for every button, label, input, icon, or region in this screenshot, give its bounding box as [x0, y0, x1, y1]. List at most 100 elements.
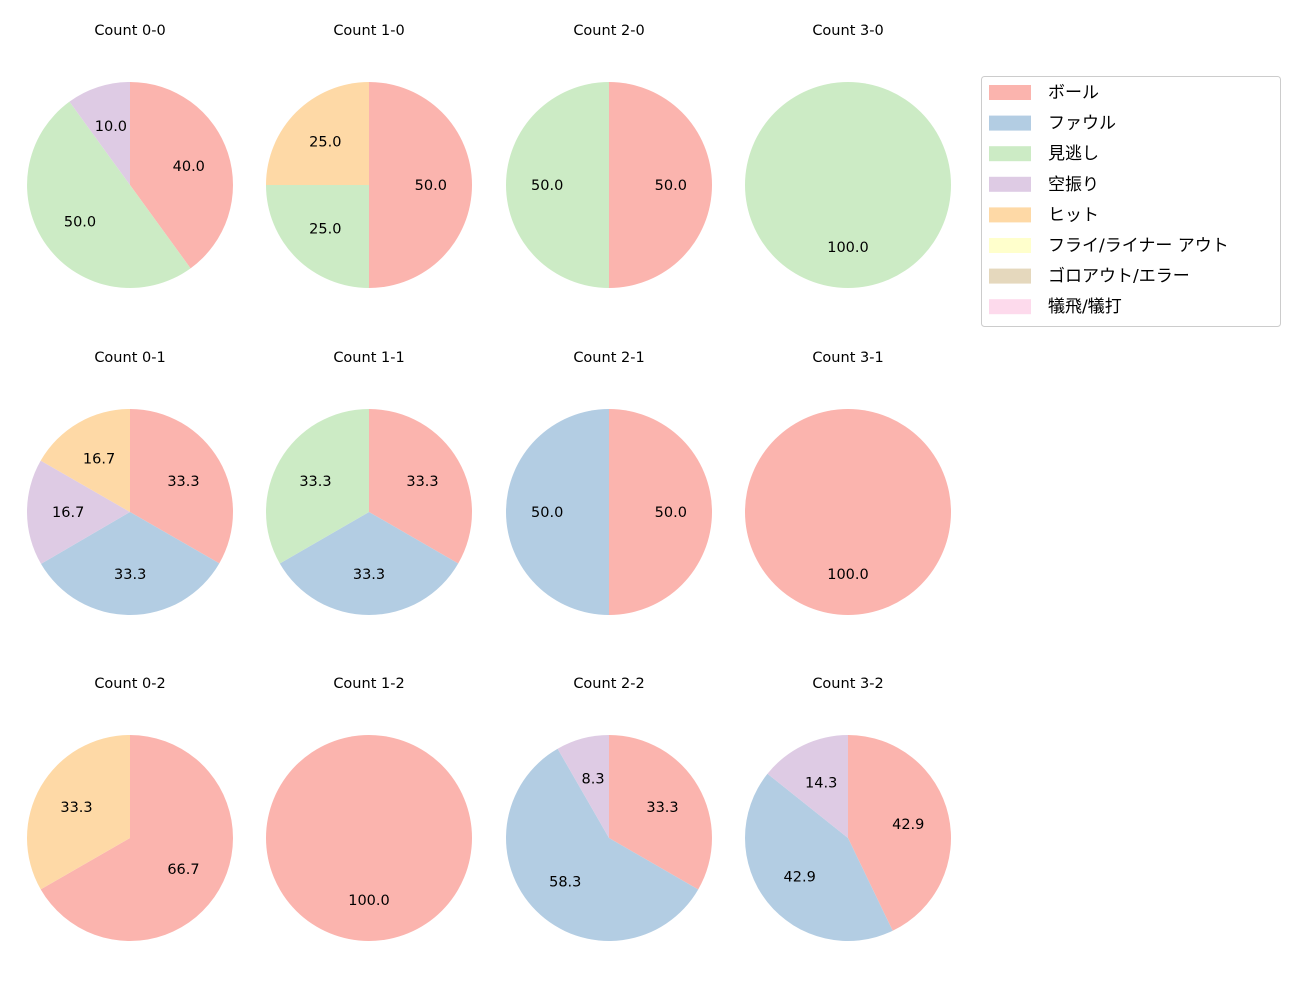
pie-slice — [41, 512, 220, 615]
pie-count-1-1: Count 1-1 33.3 33.3 33.3 — [266, 350, 472, 615]
pie-slice — [745, 773, 893, 941]
slice-label: 42.9 — [892, 817, 924, 833]
pie-slice — [27, 101, 191, 288]
legend-item: ファウル — [989, 114, 1116, 134]
slice-label: 10.0 — [95, 119, 127, 135]
pie-count-0-1: Count 0-1 33.3 33.3 16.7 16.7 — [27, 350, 234, 615]
pie-slice — [369, 409, 472, 564]
legend-item: ボール — [989, 83, 1099, 103]
pie-slice — [130, 409, 234, 564]
slice-label: 50.0 — [64, 214, 96, 230]
legend-item: 空振り — [989, 175, 1099, 195]
slice-label: 33.3 — [114, 567, 146, 583]
slice-label: 58.3 — [549, 875, 581, 891]
slice-label: 33.3 — [353, 567, 385, 583]
slice-label: 25.0 — [309, 134, 341, 150]
pie-slice — [266, 185, 369, 288]
legend-item: 犠飛/犠打 — [989, 297, 1122, 317]
slice-label: 50.0 — [531, 505, 563, 521]
legend-swatch — [989, 238, 1031, 253]
slice-label: 14.3 — [805, 775, 837, 791]
slice-label: 50.0 — [655, 505, 687, 521]
slice-label: 66.7 — [167, 862, 199, 878]
slice-label: 33.3 — [406, 474, 438, 490]
pie-count-2-1: Count 2-1 50.0 50.0 — [506, 350, 712, 615]
pie-count-2-2: Count 2-2 33.3 58.3 8.3 — [506, 676, 712, 941]
slice-label: 50.0 — [655, 178, 687, 194]
pie-slice — [266, 82, 369, 185]
pie-slice — [266, 735, 472, 941]
pie-slice — [745, 409, 951, 615]
pie-slice — [26, 735, 130, 890]
pie-title: Count 0-2 — [94, 676, 165, 692]
pie-slice — [609, 735, 712, 890]
pie-title: Count 1-0 — [333, 23, 404, 39]
pie-slice — [506, 409, 609, 615]
pie-slice — [40, 409, 130, 512]
legend-label: ファウル — [1048, 114, 1116, 134]
slice-label: 16.7 — [52, 505, 84, 521]
slice-label: 50.0 — [415, 178, 447, 194]
legend-label: ボール — [1048, 83, 1099, 103]
legend-item: ゴロアウト/エラー — [989, 266, 1190, 287]
pie-count-1-0: Count 1-0 50.0 25.0 25.0 — [266, 23, 472, 288]
pie-slice — [745, 82, 951, 288]
pie-slice — [69, 82, 130, 185]
legend-label: 空振り — [1048, 175, 1099, 195]
pie-title: Count 0-1 — [94, 350, 165, 366]
legend-label: 見逃し — [1048, 144, 1099, 164]
legend-swatch — [989, 85, 1031, 100]
slice-label: 100.0 — [348, 893, 390, 909]
legend-item: ヒット — [989, 205, 1099, 225]
legend-swatch — [989, 146, 1031, 162]
pie-slice — [27, 460, 131, 564]
pie-slice — [130, 82, 233, 269]
legend-frame — [981, 76, 1281, 327]
pie-count-3-1: Count 3-1 100.0 — [745, 350, 951, 615]
legend-label: ゴロアウト/エラー — [1048, 266, 1190, 287]
pie-count-0-0: Count 0-0 40.0 50.0 10.0 — [27, 23, 233, 288]
pie-slice — [369, 82, 472, 288]
slice-label: 33.3 — [167, 474, 199, 490]
pie-title: Count 0-0 — [94, 23, 165, 39]
legend-label: 犠飛/犠打 — [1048, 297, 1122, 317]
pie-title: Count 3-0 — [812, 23, 883, 39]
pie-title: Count 1-2 — [333, 676, 404, 692]
slice-label: 100.0 — [827, 240, 869, 256]
legend-swatch — [989, 299, 1031, 315]
legend-item: フライ/ライナー アウト — [989, 236, 1229, 256]
slice-label: 33.3 — [60, 800, 92, 816]
pie-count-3-2: Count 3-2 42.9 42.9 14.3 — [745, 676, 951, 941]
legend-item: 見逃し — [989, 144, 1099, 164]
pie-title: Count 2-0 — [573, 23, 644, 39]
pie-slice — [557, 735, 609, 838]
legend-swatch — [989, 268, 1031, 284]
slice-label: 8.3 — [582, 771, 605, 787]
pie-slice — [609, 82, 712, 288]
slice-label: 16.7 — [83, 452, 115, 468]
slice-label: 50.0 — [531, 178, 563, 194]
pie-title: Count 2-1 — [573, 350, 644, 366]
legend-swatch — [989, 176, 1031, 192]
slice-label: 100.0 — [827, 567, 869, 583]
slice-label: 42.9 — [784, 870, 816, 886]
pie-count-3-0: Count 3-0 100.0 — [745, 23, 951, 288]
pie-title: Count 3-2 — [812, 676, 883, 692]
pie-title: Count 1-1 — [333, 350, 404, 366]
pie-slice — [506, 748, 699, 941]
legend-label: フライ/ライナー アウト — [1048, 236, 1229, 256]
legend-swatch — [989, 115, 1031, 131]
slice-label: 33.3 — [299, 474, 331, 490]
pie-count-0-2: Count 0-2 66.7 33.3 — [26, 676, 234, 941]
slice-label: 33.3 — [646, 800, 678, 816]
pie-slice — [767, 735, 848, 838]
pie-title: Count 3-1 — [812, 350, 883, 366]
pie-slice — [40, 735, 234, 941]
pie-count-2-0: Count 2-0 50.0 50.0 — [506, 23, 712, 288]
slice-label: 25.0 — [309, 222, 341, 238]
pie-slice — [848, 735, 951, 931]
pie-slice — [609, 409, 712, 615]
pie-slice — [506, 82, 609, 288]
